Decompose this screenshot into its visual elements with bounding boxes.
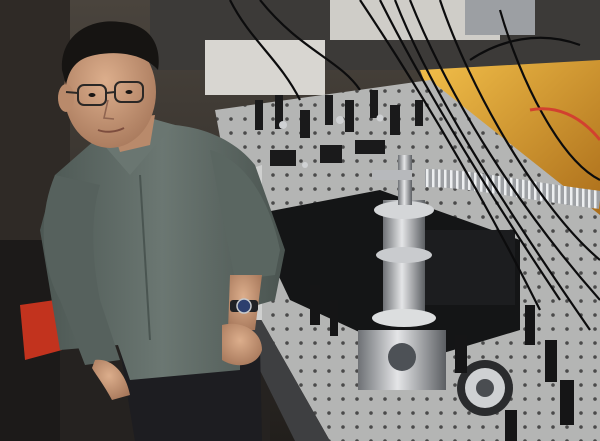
person	[40, 21, 285, 441]
optical-mounts-back	[255, 90, 423, 166]
nose	[103, 99, 115, 120]
right-arm-sleeve	[210, 150, 280, 280]
metal-mount-highlights	[279, 114, 384, 168]
left-hand	[92, 359, 130, 400]
hair	[61, 21, 159, 85]
left-arm-sleeve	[43, 175, 120, 365]
chamber-flange-bottom	[372, 309, 436, 327]
enclosure-panel	[420, 230, 515, 305]
eyes	[88, 90, 133, 97]
chamber-flange-top	[374, 201, 434, 219]
placket	[139, 174, 151, 341]
cable-bundle	[229, 0, 600, 331]
chamber-flange-mid	[376, 247, 432, 263]
optics-table-side	[235, 300, 330, 441]
ear	[58, 84, 74, 112]
watch-face	[236, 298, 252, 314]
red-cable	[529, 107, 600, 141]
eyeglasses-icon	[65, 81, 144, 106]
right-hand	[222, 323, 262, 366]
red-bag	[20, 300, 62, 360]
steel-bellows-hose	[424, 169, 600, 209]
overhead-box	[205, 40, 325, 95]
valve-handle	[372, 170, 412, 180]
top-right-device	[465, 0, 535, 35]
rotation-stage-center	[476, 379, 494, 397]
mouth	[97, 127, 125, 133]
viewport	[388, 343, 416, 371]
optical-posts-front	[310, 285, 574, 441]
